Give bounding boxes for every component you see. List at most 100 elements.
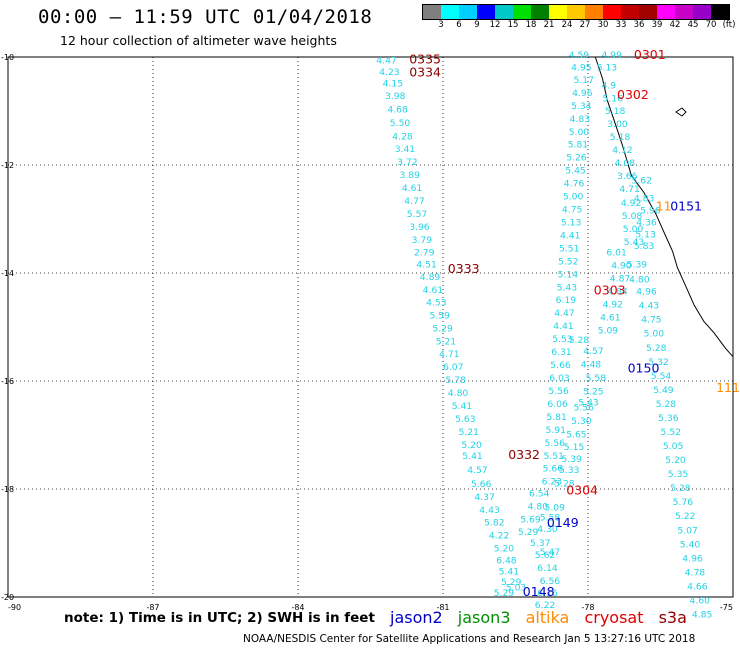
swh-value: 5.33 — [559, 465, 580, 476]
swh-value: 6.14 — [537, 563, 558, 574]
y-tick-label: -12 — [1, 161, 14, 170]
legend-altika: altika — [525, 608, 570, 627]
swh-value: 5.00 — [623, 224, 644, 235]
swh-value: 5.81 — [568, 140, 588, 151]
swh-value: 4.41 — [560, 230, 580, 241]
swh-value: 4.30 — [537, 524, 558, 535]
swh-value: 4.90 — [611, 261, 632, 272]
colorbar-cell — [441, 5, 459, 19]
swh-value: 4.57 — [583, 346, 604, 357]
swh-value: 5.34 — [571, 101, 592, 112]
pass-time-label: 0301 — [634, 47, 666, 62]
swh-value: 5.66 — [471, 479, 492, 490]
swh-value: 5.76 — [673, 497, 694, 508]
colorbar-cell — [585, 5, 603, 19]
satellite-legend: jason2 jason3 altika cryosat s3a — [390, 608, 697, 627]
swh-value: 5.08 — [622, 211, 643, 222]
coastline — [594, 56, 734, 358]
colorbar-cell — [495, 5, 513, 19]
swh-value: 4.60 — [690, 596, 711, 607]
y-tick-label: -18 — [1, 485, 14, 494]
y-tick-label: -10 — [1, 53, 14, 62]
swh-value: 5.43 — [624, 237, 645, 248]
swh-value: 4.51 — [416, 260, 436, 271]
map-frame — [7, 56, 734, 598]
swh-labels-layer: 4.474.234.153.984.685.504.283.413.723.89… — [376, 50, 712, 620]
swh-value: 5.82 — [484, 518, 504, 529]
swh-value: 5.41 — [452, 401, 472, 412]
swh-value: 6.54 — [529, 489, 550, 500]
swh-value: 3.98 — [385, 91, 406, 102]
swh-value: 6.22 — [535, 600, 555, 611]
colorbar-label: 15 — [507, 20, 519, 30]
x-tick-label: -81 — [436, 603, 449, 612]
swh-value: 5.32 — [648, 357, 668, 368]
swh-value: 4.85 — [692, 610, 713, 621]
swh-value: 4.57 — [467, 465, 488, 476]
swh-value: 5.41 — [462, 451, 482, 462]
x-tick-label: -84 — [291, 603, 304, 612]
pass-time-label: 0149 — [547, 515, 579, 530]
map-grid — [7, 56, 734, 598]
colorbar-cell — [459, 5, 477, 19]
swh-value: 5.56 — [545, 438, 566, 449]
swh-value: 5.09 — [598, 326, 619, 337]
colorbar-label: 3 — [438, 20, 444, 30]
swh-value: 5.13 — [597, 63, 618, 74]
swh-value: 5.29 — [518, 527, 539, 538]
pass-time-label: 0335 — [409, 52, 441, 67]
swh-value: 5.00 — [563, 192, 584, 203]
swh-value: 4.92 — [621, 198, 641, 209]
pass-time-label: 0151 — [670, 198, 702, 213]
pass-time-label: 0334 — [409, 64, 441, 79]
swh-value: 5.51 — [544, 451, 564, 462]
colorbar-label: 70 — [705, 20, 717, 30]
swh-value: 3.96 — [409, 222, 430, 233]
swh-colorbar-labels: 3 6 9 12 15 18 21 24 27 30 33 36 39 42 45 70 (ft) — [422, 20, 740, 32]
swh-value: 5.51 — [559, 243, 579, 254]
swh-value: 6.48 — [496, 556, 517, 567]
colorbar-label: 12 — [489, 20, 501, 30]
colorbar-cell — [423, 5, 441, 19]
credit-line: NOAA/NESDIS Center for Satellite Applica… — [243, 633, 696, 645]
legend-jason3: jason3 — [457, 608, 511, 627]
swh-value: 5.52 — [558, 256, 578, 267]
swh-value: 4.89 — [420, 272, 441, 283]
swh-value: 5.54 — [651, 371, 672, 382]
swh-value: 5.28 — [569, 335, 590, 346]
swh-value: 6.01 — [606, 248, 626, 259]
swh-value: 4.87 — [610, 274, 631, 285]
swh-value: 4.92 — [603, 300, 623, 311]
swh-value: 4.9 — [602, 80, 617, 91]
swh-value: 5.63 — [455, 414, 476, 425]
swh-value: 4.80 — [528, 502, 549, 513]
swh-value: 3.89 — [400, 170, 421, 181]
swh-value: 5.39 — [627, 260, 648, 271]
page-subtitle: 12 hour collection of altimeter wave hei… — [60, 33, 337, 48]
swh-value: 4.96 — [572, 88, 593, 99]
swh-value: 4.96 — [682, 553, 703, 564]
swh-value: 5.52 — [661, 427, 681, 438]
swh-value: 5.21 — [436, 336, 456, 347]
pass-time-label: 0303 — [594, 283, 626, 298]
swh-value: 5.17 — [574, 75, 595, 86]
swh-value: 5.07 — [677, 525, 698, 536]
swh-value: 2.79 — [414, 248, 435, 259]
swh-value: 5.29 — [494, 588, 515, 599]
pass-time-label: 0333 — [448, 261, 480, 276]
swh-value: 6.07 — [443, 362, 464, 373]
swh-value: 4.99 — [602, 50, 623, 61]
swh-value: 5.00 — [644, 329, 665, 340]
swh-value: 3.66 — [617, 171, 638, 182]
swh-value: 5.03 — [506, 583, 527, 594]
swh-value: 5.43 — [578, 397, 599, 408]
swh-value: 5.20 — [461, 440, 482, 451]
legend-s3a: s3a — [658, 608, 687, 627]
y-tick-label: -16 — [1, 377, 14, 386]
swh-value: 6.23 — [542, 477, 563, 488]
swh-value: 4.61 — [600, 313, 620, 324]
swh-value: 4.36 — [636, 218, 657, 229]
colorbar-label: (ft) — [722, 20, 736, 30]
swh-value: 4.71 — [619, 184, 639, 195]
